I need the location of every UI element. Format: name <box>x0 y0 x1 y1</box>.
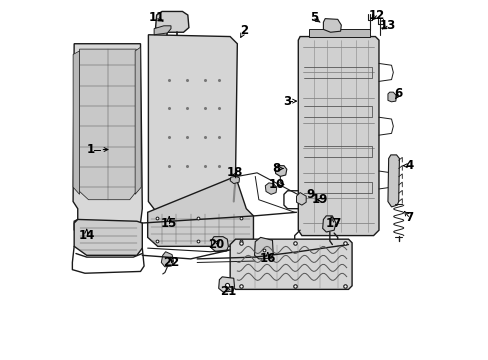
Polygon shape <box>308 30 369 37</box>
Polygon shape <box>265 183 276 194</box>
Text: 17: 17 <box>325 216 342 230</box>
Text: 20: 20 <box>207 238 224 251</box>
Polygon shape <box>322 216 335 232</box>
Polygon shape <box>218 277 234 292</box>
Text: 22: 22 <box>163 256 179 269</box>
Text: 6: 6 <box>394 87 402 100</box>
Polygon shape <box>147 176 253 246</box>
Polygon shape <box>148 35 237 214</box>
Polygon shape <box>73 44 142 230</box>
Text: 4: 4 <box>405 159 413 172</box>
Text: 16: 16 <box>259 252 275 265</box>
Text: 13: 13 <box>379 19 395 32</box>
Polygon shape <box>298 37 378 235</box>
Polygon shape <box>74 220 142 255</box>
Text: 21: 21 <box>220 285 236 298</box>
Text: 14: 14 <box>79 229 95 242</box>
Polygon shape <box>230 176 239 184</box>
Polygon shape <box>135 47 141 194</box>
Polygon shape <box>254 237 273 259</box>
Text: 1: 1 <box>87 143 95 156</box>
Polygon shape <box>230 239 351 289</box>
Polygon shape <box>79 49 137 200</box>
Text: 9: 9 <box>306 188 314 201</box>
Text: 3: 3 <box>283 95 291 108</box>
Polygon shape <box>211 237 228 252</box>
Text: 12: 12 <box>368 9 385 22</box>
Text: 19: 19 <box>311 193 327 206</box>
Text: 15: 15 <box>161 217 177 230</box>
Polygon shape <box>73 51 80 194</box>
Polygon shape <box>296 193 305 205</box>
Text: 7: 7 <box>405 211 413 224</box>
Text: 18: 18 <box>226 166 242 179</box>
Polygon shape <box>155 12 188 32</box>
Polygon shape <box>161 252 173 267</box>
Polygon shape <box>154 26 171 35</box>
Text: 11: 11 <box>148 12 164 24</box>
Polygon shape <box>274 166 286 176</box>
Text: 10: 10 <box>268 178 285 191</box>
Polygon shape <box>387 92 396 102</box>
Polygon shape <box>387 155 399 207</box>
Text: 2: 2 <box>240 24 248 37</box>
Polygon shape <box>323 19 341 32</box>
Text: 8: 8 <box>272 162 280 175</box>
Text: 5: 5 <box>309 12 317 24</box>
